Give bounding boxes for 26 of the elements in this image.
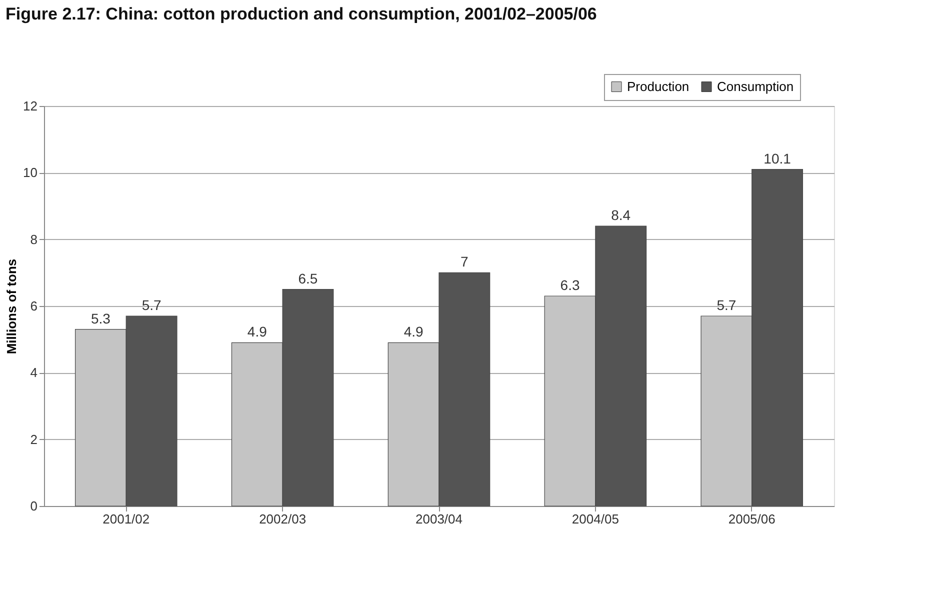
data-label: 6.3 — [560, 277, 580, 293]
y-axis-title: Millions of tons — [4, 258, 20, 354]
data-label: 7 — [460, 254, 469, 270]
legend-label: Production — [627, 78, 690, 94]
data-label: 5.3 — [90, 310, 111, 326]
x-tick-label: 2001/02 — [102, 512, 150, 526]
y-tick-label: 10 — [23, 165, 38, 180]
data-label: 6.5 — [298, 270, 318, 286]
data-label: 4.9 — [247, 324, 268, 340]
data-label: 5.7 — [142, 297, 162, 313]
x-tick-label: 2003/04 — [416, 512, 462, 526]
data-label: 8.4 — [611, 207, 631, 223]
y-tick-label: 0 — [30, 498, 38, 514]
y-tick-label: 2 — [30, 432, 38, 447]
data-label: 5.7 — [716, 297, 736, 313]
chart-title: Figure 2.17: China: cotton production and consumption, 2001/02–2005/06 — [6, 4, 597, 24]
y-tick-label: 8 — [30, 232, 38, 247]
y-tick-label: 12 — [23, 98, 38, 114]
data-label: 4.9 — [404, 324, 424, 340]
y-tick-label: 6 — [30, 298, 38, 314]
legend-label: Consumption — [717, 78, 794, 94]
y-tick-label: 4 — [30, 365, 38, 380]
x-tick-label: 2005/06 — [728, 512, 776, 526]
x-tick-label: 2004/05 — [572, 512, 619, 526]
x-tick-label: 2002/03 — [259, 512, 306, 526]
data-label: 10.1 — [764, 150, 792, 166]
